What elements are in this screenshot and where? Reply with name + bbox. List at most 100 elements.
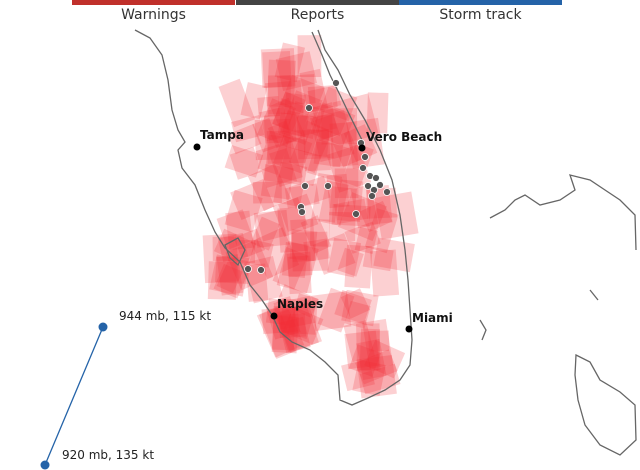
warning-polygon: [356, 338, 387, 381]
warning-polygon: [272, 98, 311, 135]
warning-polygon: [328, 211, 356, 241]
storm-point: [98, 322, 108, 332]
warning-polygon: [304, 128, 330, 158]
report: [324, 182, 332, 190]
warning-polygon: [368, 330, 390, 352]
city-marker: [270, 312, 278, 320]
warning-polygon: [334, 290, 372, 325]
warning-polygon: [276, 284, 319, 318]
warning-polygon: [362, 245, 394, 272]
warning-polygon: [309, 219, 330, 247]
coastline: [224, 237, 246, 267]
warning-polygon: [254, 118, 292, 161]
warning-polygon: [263, 114, 297, 144]
warning-polygon: [267, 120, 295, 149]
tab-bar: [72, 0, 235, 5]
warning-polygon: [343, 320, 376, 363]
warning-polygon: [282, 306, 324, 345]
warning-polygon: [321, 108, 358, 145]
warning-polygon: [252, 181, 282, 204]
warning-polygon: [288, 176, 331, 209]
city-label: Naples: [277, 297, 323, 311]
warnings-layer: [202, 35, 419, 399]
warning-polygon: [352, 359, 386, 396]
tab[interactable]: Warnings: [72, 0, 235, 24]
warning-polygon: [364, 339, 406, 379]
warning-polygon: [296, 108, 338, 137]
warning-polygon: [310, 102, 349, 137]
warning-polygon: [287, 293, 319, 340]
warning-polygon: [331, 204, 371, 227]
warning-polygon: [213, 228, 257, 266]
warning-polygon: [231, 115, 265, 143]
warning-polygon: [326, 173, 350, 209]
warning-polygon: [272, 132, 313, 174]
warning-polygon: [307, 84, 338, 110]
warning-polygon: [282, 110, 318, 140]
warning-polygon: [278, 313, 307, 339]
warning-polygon: [224, 189, 263, 233]
tab[interactable]: Storm track: [399, 0, 562, 24]
warning-polygon: [250, 227, 300, 279]
warning-polygon: [311, 291, 352, 332]
warning-polygon: [277, 112, 309, 138]
warning-polygon: [276, 74, 316, 106]
storm-label: 920 mb, 135 kt: [62, 448, 154, 462]
warning-polygon: [329, 121, 359, 167]
warning-polygon: [300, 215, 332, 254]
warning-polygon: [273, 295, 316, 330]
city-label: Tampa: [200, 128, 244, 142]
warning-polygon: [318, 180, 349, 226]
warning-polygon: [356, 323, 381, 371]
warning-polygon: [362, 318, 394, 369]
report: [372, 174, 380, 182]
warning-polygon: [272, 193, 319, 237]
city-label: Miami: [412, 311, 453, 325]
warning-polygon: [290, 218, 316, 262]
report: [332, 79, 340, 87]
warning-polygon: [256, 302, 305, 358]
report: [368, 192, 376, 200]
warning-polygon: [355, 349, 398, 385]
warning-polygon: [348, 344, 382, 377]
warning-polygon: [340, 288, 370, 319]
tab-label: Storm track: [439, 7, 522, 23]
warning-polygon: [346, 117, 385, 169]
warning-polygon: [213, 263, 248, 299]
warning-polygon: [356, 354, 397, 399]
warning-polygon: [259, 106, 291, 142]
warning-polygon: [311, 173, 343, 223]
warning-polygon: [272, 246, 309, 290]
tab[interactable]: Reports: [236, 0, 399, 24]
tab-bar: [236, 0, 399, 5]
reports-layer: [244, 79, 391, 274]
warning-polygon: [275, 51, 318, 91]
warning-polygon: [264, 296, 301, 340]
warning-polygon: [366, 92, 389, 134]
warning-polygon: [271, 315, 299, 354]
warning-polygon: [233, 228, 266, 260]
warning-polygon: [249, 239, 274, 268]
warning-polygon: [334, 168, 359, 199]
warning-polygon: [280, 298, 318, 335]
warning-polygon: [341, 358, 375, 392]
warning-polygon: [273, 161, 308, 207]
warning-polygon: [337, 247, 364, 277]
warning-polygon: [278, 90, 323, 145]
report: [383, 188, 391, 196]
warning-polygon: [280, 74, 326, 118]
warning-polygon: [260, 48, 296, 88]
warning-polygon: [344, 330, 380, 370]
report: [244, 265, 252, 273]
warning-polygon: [310, 110, 355, 162]
warning-polygon: [266, 130, 306, 164]
warning-polygon: [310, 102, 356, 147]
warning-polygon: [359, 200, 393, 233]
warning-polygon: [317, 287, 355, 333]
warning-polygon: [344, 221, 381, 254]
warning-polygon: [307, 84, 342, 112]
warning-polygon: [218, 78, 256, 128]
report: [305, 104, 313, 112]
warning-polygon: [276, 240, 319, 294]
